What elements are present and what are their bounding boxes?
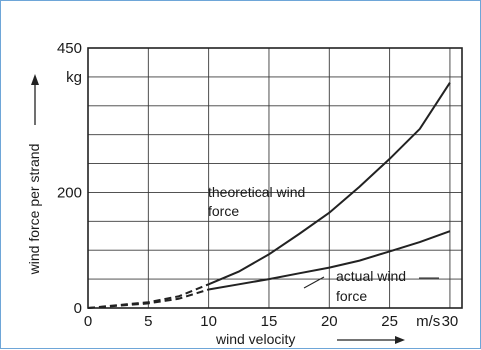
y-tick-label: 0 <box>74 300 82 317</box>
x-axis-arrowhead <box>395 336 405 344</box>
axis-titles: wind velocity wind force per strand <box>26 74 405 347</box>
axes <box>87 47 463 309</box>
y-unit-label: kg <box>66 69 82 86</box>
x-tick-label: 0 <box>84 313 92 330</box>
annotation-leader <box>303 276 325 289</box>
x-tick-label: 10 <box>200 313 217 330</box>
x-tick-label: 20 <box>321 313 338 330</box>
x-unit-label: m/s <box>416 313 440 330</box>
y-axis-title: wind force per strand <box>26 144 42 276</box>
x-tick-label: 5 <box>144 313 152 330</box>
series-lines <box>87 82 451 309</box>
x-tick-label: 15 <box>261 313 278 330</box>
y-tick-label: 450 <box>57 40 82 57</box>
series-line <box>208 82 451 286</box>
series-line <box>208 230 451 291</box>
x-axis-title: wind velocity <box>215 331 295 347</box>
tick-labels: 0 5 10 15 20 25 30 0 200 450 kg m/s <box>57 40 458 330</box>
y-tick-label: 200 <box>57 184 82 201</box>
plot-border <box>87 47 463 309</box>
annotation-theoretical: force <box>208 203 239 219</box>
annotation-theoretical: theoretical wind <box>208 184 305 200</box>
x-tick-label: 25 <box>381 313 398 330</box>
annotation-actual: force <box>336 288 367 304</box>
x-tick-label: 30 <box>442 313 459 330</box>
y-axis-arrowhead <box>31 74 39 85</box>
grid <box>88 48 462 308</box>
annotations: theoretical wind force actual wind force <box>208 184 439 304</box>
annotation-actual: actual wind <box>336 268 406 284</box>
